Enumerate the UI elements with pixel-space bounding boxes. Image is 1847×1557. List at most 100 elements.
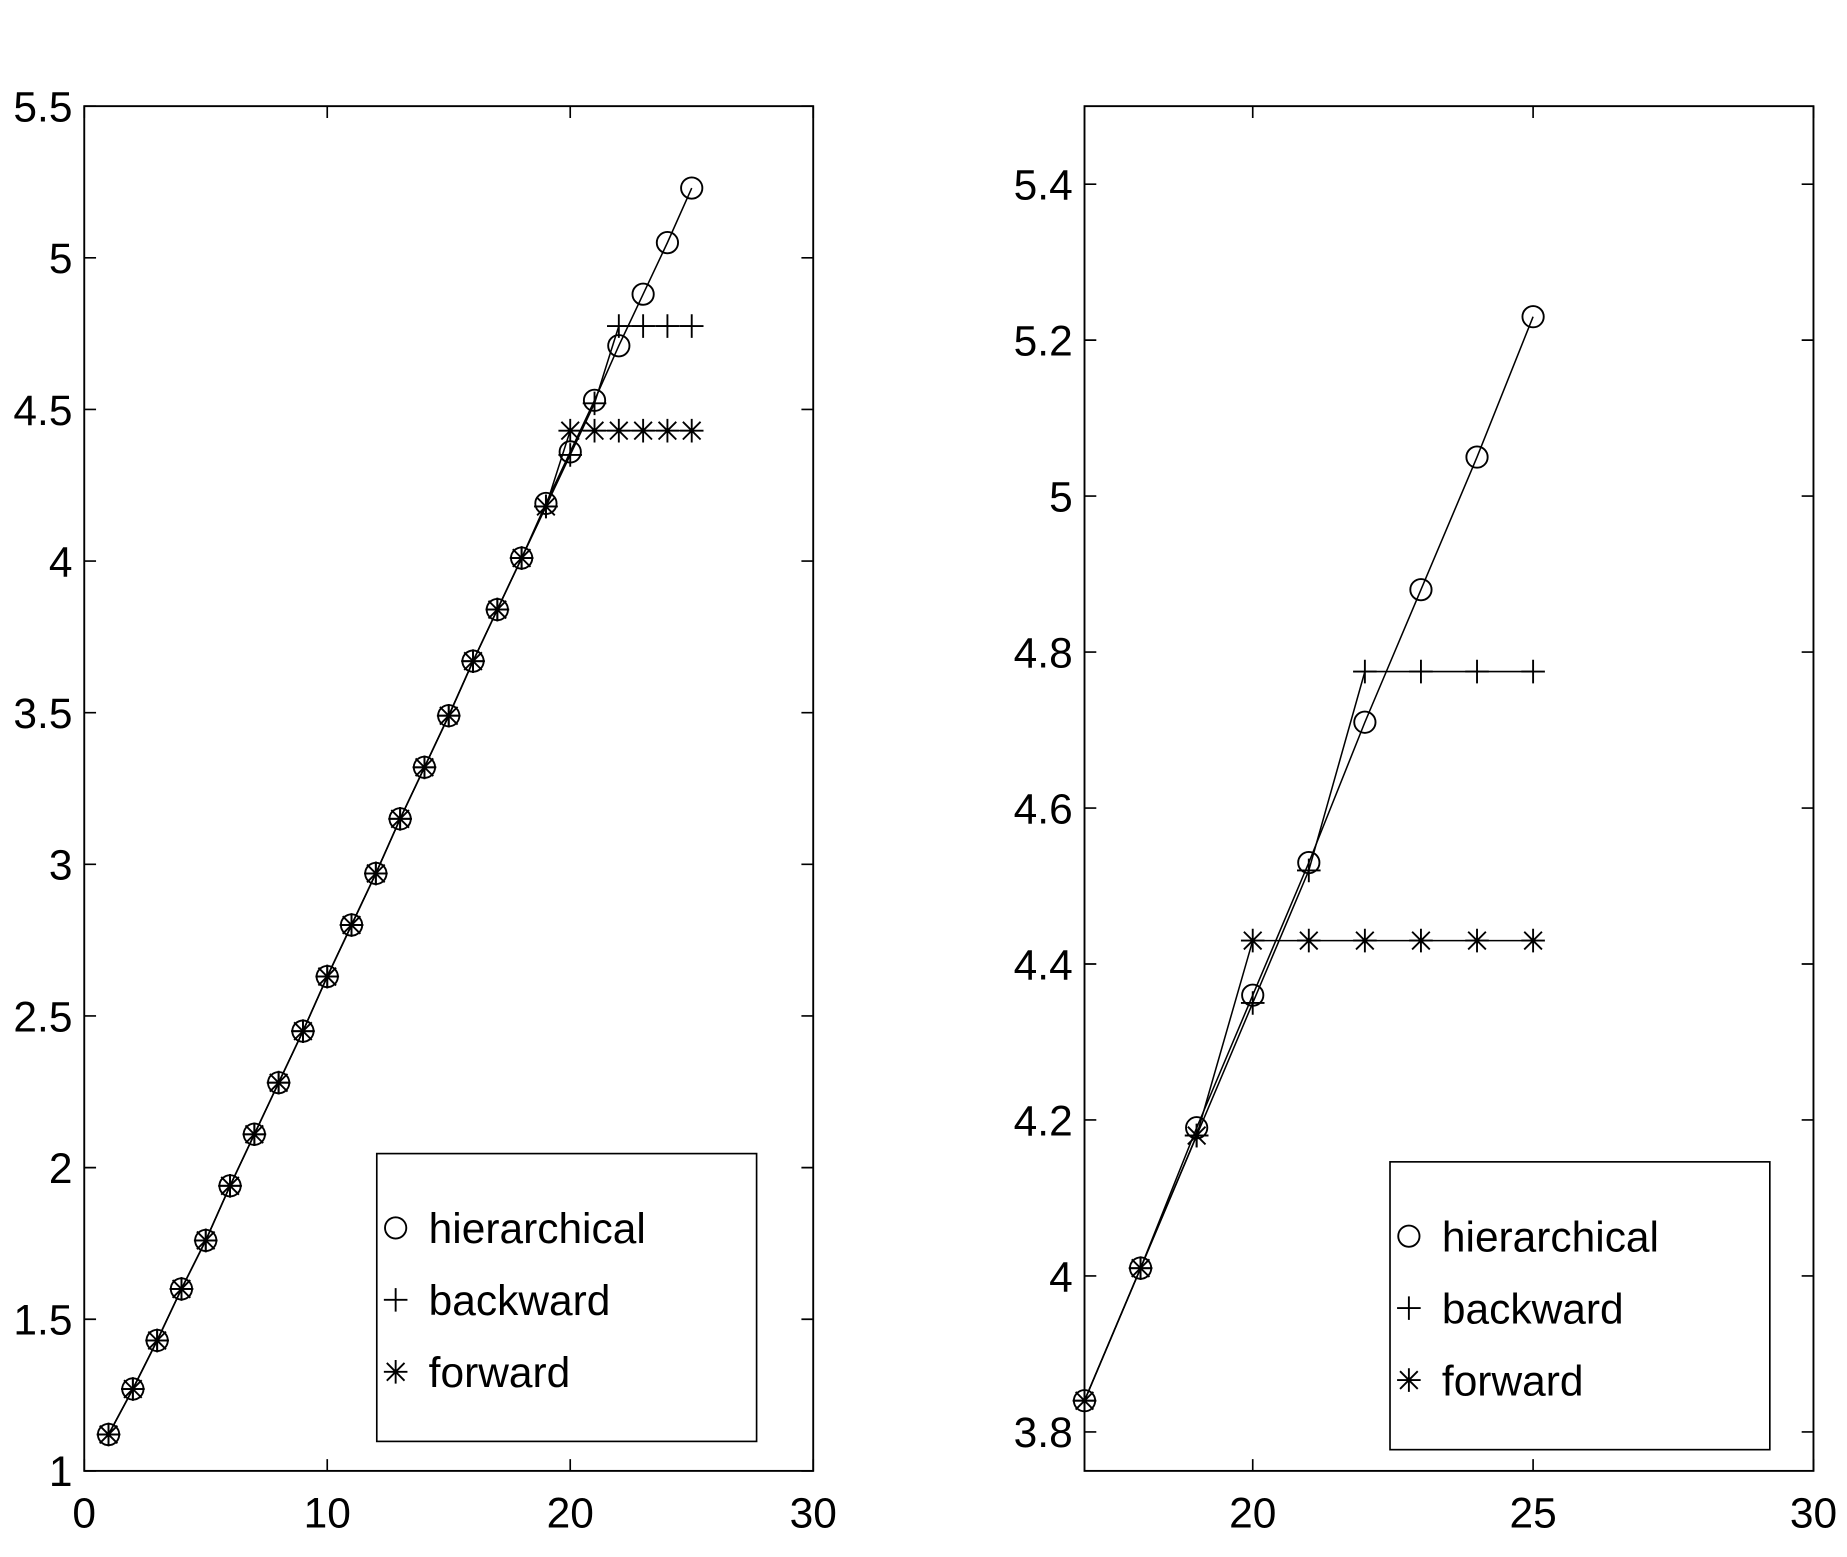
legend-box	[1389, 1161, 1771, 1451]
legend-backward-marker	[1397, 1296, 1421, 1320]
legend-backward-marker	[383, 1288, 408, 1312]
x-tick-label: 0	[72, 1490, 96, 1537]
y-tick-label: 4.2	[1014, 1097, 1073, 1144]
forward-point	[388, 807, 412, 831]
forward-point	[1465, 928, 1489, 953]
forward-point	[679, 418, 704, 443]
forward-point	[1240, 928, 1265, 953]
y-tick-label: 4.5	[13, 387, 72, 434]
backward-point	[655, 314, 680, 338]
y-tick-label: 3	[49, 842, 73, 889]
forward-point	[558, 418, 583, 443]
axes-box	[83, 105, 815, 1472]
legend-hierarchical-marker	[1397, 1224, 1421, 1248]
y-tick-label: 4	[49, 538, 73, 585]
forward-point	[193, 1228, 218, 1253]
legend-backward-label: backward	[429, 1277, 611, 1324]
backward-point	[1297, 858, 1321, 883]
legend-backward-label: backward	[1442, 1285, 1624, 1332]
legend-forward-label: forward	[1442, 1357, 1584, 1404]
forward-point	[1521, 928, 1545, 953]
forward-point	[169, 1277, 194, 1301]
series-forward	[96, 418, 704, 1447]
y-tick-label: 5.2	[1014, 317, 1073, 364]
hierarchical-point	[1409, 578, 1433, 602]
plot-1: 0 10 20 30 1 1.5 2 2.5 3 3.5 4 4.5 5 5.5 hierarchical b…	[13, 83, 836, 1536]
backward-point	[1353, 659, 1377, 684]
series-forward	[1072, 928, 1545, 1413]
legend-box	[375, 1152, 758, 1443]
y-tick-label: 4	[1049, 1253, 1073, 1300]
backward-point	[1240, 991, 1265, 1015]
backward-point	[582, 391, 607, 416]
axes-box	[1083, 105, 1815, 1472]
forward-point	[1184, 1123, 1209, 1148]
y-tick-label: 5	[1049, 473, 1073, 520]
y-tick-label: 2	[49, 1145, 73, 1192]
forward-point	[1128, 1256, 1153, 1280]
forward-point	[436, 703, 461, 728]
forward-point	[1353, 928, 1377, 953]
backward-point	[1521, 659, 1545, 684]
forward-point	[218, 1174, 242, 1198]
forward-point	[412, 755, 437, 780]
y-tick-label: 5.5	[13, 83, 72, 130]
legend-forward-label: forward	[429, 1349, 571, 1396]
legend-hierarchical-label: hierarchical	[429, 1205, 646, 1252]
hierarchical-point	[680, 176, 704, 200]
forward-point	[266, 1070, 291, 1095]
y-tick-label: 4.8	[1014, 629, 1073, 676]
forward-point	[1297, 928, 1321, 953]
backward-point	[1465, 659, 1489, 684]
y-tick-label: 4.4	[1014, 941, 1073, 988]
legend-hierarchical-label: hierarchical	[1442, 1213, 1659, 1260]
x-tick-label: 20	[547, 1490, 594, 1537]
y-tick-label: 5.4	[1014, 161, 1073, 208]
hierarchical-point	[1465, 445, 1489, 469]
backward-point	[631, 314, 655, 338]
legend: hierarchical backward forward	[375, 1152, 758, 1443]
y-tick-label: 2.5	[13, 993, 72, 1040]
forward-point	[339, 913, 364, 937]
forward-point	[1072, 1388, 1097, 1413]
x-tick-label: 20	[1229, 1490, 1276, 1537]
x-tick-label: 30	[790, 1490, 837, 1537]
legend: hierarchical backward forward	[1389, 1161, 1771, 1451]
forward-point	[655, 418, 680, 443]
hierarchical-point	[1353, 710, 1377, 734]
y-tick-label: 4.6	[1014, 785, 1073, 832]
y-tick-label: 5	[49, 235, 73, 282]
backward-point	[607, 314, 631, 338]
forward-point	[461, 649, 485, 673]
forward-point	[534, 494, 558, 519]
forward-point	[96, 1422, 121, 1447]
legend-forward-marker	[1397, 1368, 1421, 1392]
forward-point	[1409, 928, 1433, 953]
hierarchical-point	[631, 282, 655, 306]
y-tick-label: 1.5	[13, 1297, 72, 1344]
forward-point	[582, 418, 607, 443]
legend-hierarchical-marker	[384, 1216, 408, 1240]
forward-point	[607, 418, 631, 443]
forward-point	[631, 418, 655, 443]
legend-forward-marker	[383, 1360, 408, 1384]
forward-point	[364, 861, 388, 886]
y-tick-label: 3.8	[1014, 1409, 1073, 1456]
forward-point	[485, 597, 510, 622]
forward-point	[145, 1328, 169, 1353]
y-tick-label: 3.5	[13, 690, 72, 737]
backward-point	[1409, 659, 1433, 684]
plot-2: 20 25 30 3.8 4 4.2 4.4 4.6 4.8 5 5.2 5.4 hierarchica…	[1014, 105, 1837, 1537]
hierarchical-point	[1521, 305, 1545, 329]
hierarchical-point	[655, 231, 680, 255]
y-tick-label: 1	[49, 1448, 73, 1495]
forward-point	[509, 546, 534, 570]
x-tick-label: 10	[304, 1490, 351, 1537]
x-tick-label: 30	[1790, 1490, 1837, 1537]
backward-point	[679, 314, 704, 338]
x-tick-label: 25	[1509, 1490, 1556, 1537]
forward-point	[315, 964, 340, 989]
forward-point	[121, 1377, 145, 1401]
forward-point	[242, 1122, 267, 1147]
